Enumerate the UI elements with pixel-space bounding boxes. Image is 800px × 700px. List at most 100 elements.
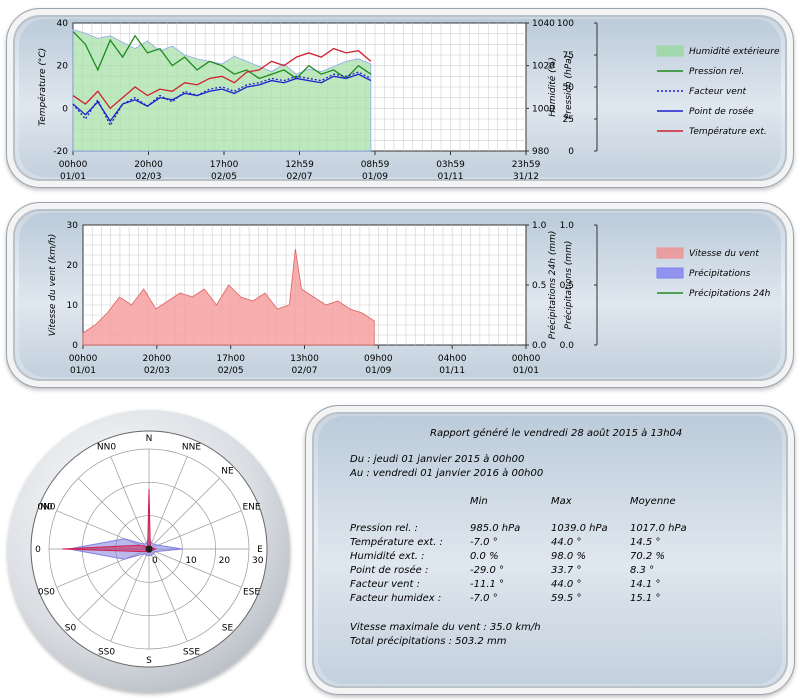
row-avg: 8.3 ° [630,565,655,576]
rose-spoke [110,548,150,642]
rose-spoke [148,478,220,550]
x-tick-label: 02/07 [287,172,313,182]
y-right2-label: Précipitations 24h (mm) [547,231,558,340]
x-tick-label: 00h00 [59,160,88,170]
wind-rose-dial: 0 10 20 30 N NNE NE ENE E ESE SE SSE S SS0 S0 0S0 0 N0 0N0… [8,410,290,692]
x-tick-label: 13h00 [290,354,319,364]
y-right-tick-label: 0.5 [532,281,546,291]
x-tick-label: 01/09 [362,172,388,182]
y-left-tick-label: 10 [67,301,79,311]
rose-center [145,545,153,553]
row-min: -29.0 ° [470,565,505,576]
y-left-tick-label: 0 [72,341,78,351]
x-tick-label: 03h59 [436,160,465,170]
rose-direction-label: 0N0 [37,503,55,513]
y-right2-tick-label: 0.5 [560,281,574,291]
row-label: Température ext. : [350,537,443,548]
y-right2-tick-label: 0 [568,147,574,157]
y-left-tick-label: 20 [57,62,69,72]
x-tick-label: 23h59 [512,160,541,170]
rose-spoke [148,456,188,550]
rose-direction-label: NNE [182,442,201,452]
x-tick-label: 00h00 [69,354,98,364]
rose-ring-label: 10 [185,556,197,566]
row-label: Pression rel. : [350,523,418,534]
y-right-tick-label: 0.0 [532,341,547,351]
legend-label: Précipitations 24h [689,288,771,299]
rose-direction-label: NN0 [97,442,116,452]
row-min: -7.0 ° [470,593,498,604]
y-right2-tick-label: 1.0 [560,221,575,231]
x-tick-label: 02/05 [211,172,237,182]
y-right-tick-label: 980 [532,147,549,157]
rose-spoke [148,548,188,642]
rose-spoke [148,548,242,588]
y-left-label: Vitesse du vent (km/h) [48,234,58,336]
wind-panel: 00h00 01/01 20h00 02/03 17h00 02/05 13h00 02/07… [6,202,794,388]
row-avg: 15.1 ° [630,593,661,604]
rose-ring-label: 20 [219,556,231,566]
x-tick-label: 01/11 [439,366,465,376]
report-to: Au : vendredi 01 janvier 2016 à 00h00 [350,468,544,479]
legend-swatch [656,247,684,259]
row-avg: 1017.0 hPa [630,523,687,534]
report-max-wind: Vitesse maximale du vent : 35.0 km/h [350,622,541,633]
x-tick-label: 00h00 [512,354,541,364]
row-max: 1039.0 hPa [551,523,608,534]
series-temp-rature-ext- [72,47,372,110]
x-tick-label: 01/01 [70,366,96,376]
report-panel: Rapport généré le vendredi 28 août 2015 … [305,405,795,695]
legend-label: Vitesse du vent [689,249,759,259]
series-vitesse-du-vent [82,248,375,346]
wind-rose-chart: 0 10 20 30NNNENEENEEESESESSESSS0S00S00N00N0… [30,430,268,668]
x-tick-label: 12h59 [285,160,314,170]
y-right2-tick-label: 100 [557,19,574,29]
wind-chart: 00h00 01/01 20h00 02/03 17h00 02/05 13h00 02/07… [48,221,771,376]
report-header-min: Min [470,496,488,507]
rose-ring-label: 0 [152,556,158,566]
row-label: Point de rosée : [350,565,429,576]
x-tick-label: 17h00 [210,160,239,170]
legend-label: Précipitations [689,268,751,279]
row-min: 0.0 % [470,551,499,562]
row-min: -11.1 ° [470,579,505,590]
row-avg: 70.2 % [630,551,665,562]
x-tick-label: 02/05 [218,366,244,376]
y-right-tick-label: 1040 [532,19,555,29]
rose-direction-label: N0 [40,503,53,513]
rose-direction-label: NE [221,467,234,477]
row-max: 33.7 ° [551,565,582,576]
series-pression-rel- [72,31,372,80]
legend-swatch [656,267,684,279]
legend-swatch [656,45,684,57]
x-tick-label: 31/12 [513,172,539,182]
x-tick-label: 08h59 [361,160,390,170]
y-left-tick-label: 20 [67,261,79,271]
x-tick-label: 20h00 [134,160,163,170]
x-tick-label: 01/01 [60,172,86,182]
report-header-avg: Moyenne [630,496,676,507]
rose-spoke [110,456,150,550]
temperature-chart: 00h00 01/01 20h00 02/03 17h00 02/05 12h59 02/07… [37,19,780,182]
rose-direction-label: SE [222,623,234,633]
series-point-de-ros-e [72,73,372,123]
temperature-panel: 00h00 01/01 20h00 02/03 17h00 02/05 12h59 02/07… [6,8,794,188]
rose-direction-label: 0S0 [38,587,55,597]
rose-direction-label: S [146,656,152,666]
rose-spoke [148,510,242,550]
x-tick-label: 09h00 [364,354,393,364]
row-min: -7.0 ° [470,537,498,548]
row-max: 59.5 ° [551,593,582,604]
x-tick-label: 17h00 [216,354,245,364]
y-right2-tick-label: 75 [563,51,574,61]
y-right2-tick-label: 0.0 [560,341,575,351]
rose-direction-label: E [257,545,263,555]
report-panel-inner [318,416,782,684]
x-tick-label: 02/07 [292,366,318,376]
rose-spoke [78,548,150,620]
x-tick-label: 01/11 [438,172,464,182]
rose-spoke [78,478,150,550]
legend-label: Point de rosée [689,106,754,117]
x-tick-label: 20h00 [143,354,172,364]
row-label: Humidité ext. : [350,551,425,562]
